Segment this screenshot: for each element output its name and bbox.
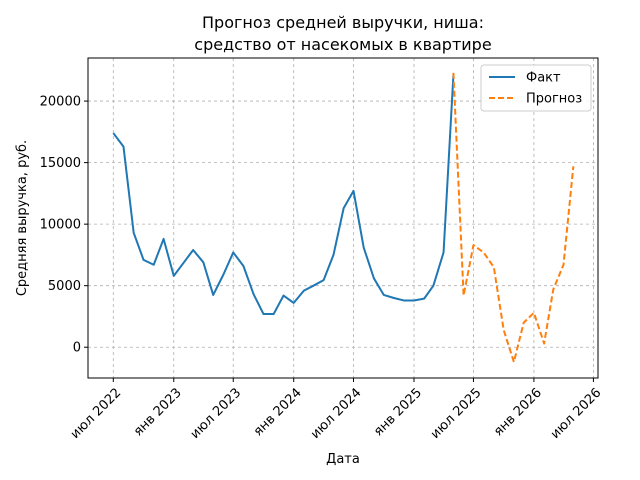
x-axis-label: Дата [326, 452, 360, 467]
y-axis-label: Средняя выручка, руб. [15, 140, 30, 296]
plot-area [87, 57, 599, 379]
legend-label-forecast: Прогноз [526, 92, 582, 107]
y-tick-label: 20000 [40, 95, 81, 110]
legend-label-fact: Факт [526, 71, 561, 86]
chart-title-line-2: средство от насекомых в квартире [194, 35, 491, 54]
grid-lines [88, 58, 598, 378]
y-tick-label: 15000 [40, 156, 81, 171]
series-line-forecast [452, 72, 575, 363]
y-tick-label: 5000 [48, 279, 81, 294]
y-tick-label: 0 [73, 341, 81, 356]
chart-title-line-1: Прогноз средней выручки, ниша: [202, 13, 484, 32]
legend: Факт Прогноз [480, 64, 592, 112]
y-tick-label: 10000 [40, 218, 81, 233]
series-lines [112, 72, 575, 363]
series-line-fact [112, 75, 455, 315]
